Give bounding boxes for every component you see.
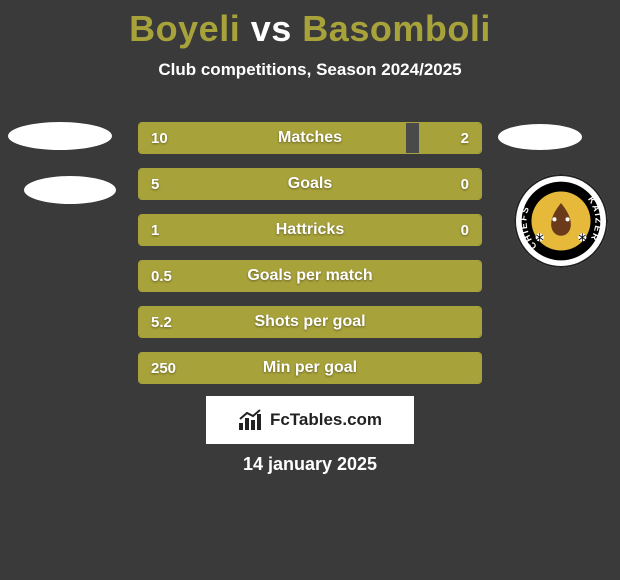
vs-text: vs <box>251 8 292 49</box>
stat-label: Hattricks <box>139 215 481 245</box>
stat-label: Min per goal <box>139 353 481 383</box>
stat-label: Goals <box>139 169 481 199</box>
stat-label: Shots per goal <box>139 307 481 337</box>
stat-label: Matches <box>139 123 481 153</box>
player2-photo-placeholder <box>498 124 582 150</box>
stat-row-shots-per-goal: 5.2Shots per goal <box>138 306 482 338</box>
kaizer-chiefs-icon: KAIZER CHIEFS <box>520 180 602 262</box>
subtitle: Club competitions, Season 2024/2025 <box>0 60 620 80</box>
player1-name: Boyeli <box>129 8 240 49</box>
stat-row-hattricks: 10Hattricks <box>138 214 482 246</box>
stat-row-min-per-goal: 250Min per goal <box>138 352 482 384</box>
player2-club-badge: KAIZER CHIEFS <box>514 174 608 268</box>
attribution-text: FcTables.com <box>270 410 382 430</box>
stat-row-goals-per-match: 0.5Goals per match <box>138 260 482 292</box>
attribution-badge: FcTables.com <box>206 396 414 444</box>
stat-label: Goals per match <box>139 261 481 291</box>
player1-photo-placeholder-top <box>8 122 112 150</box>
stat-row-goals: 50Goals <box>138 168 482 200</box>
stats-bars: 102Matches 50Goals 10Hattricks 0.5Goals per… <box>138 122 482 398</box>
player2-name: Basomboli <box>302 8 491 49</box>
page-title: Boyeli vs Basomboli <box>0 0 620 50</box>
stat-row-matches: 102Matches <box>138 122 482 154</box>
date-text: 14 january 2025 <box>0 454 620 475</box>
player1-photo-placeholder-bottom <box>24 176 116 204</box>
fctables-icon <box>238 409 264 431</box>
